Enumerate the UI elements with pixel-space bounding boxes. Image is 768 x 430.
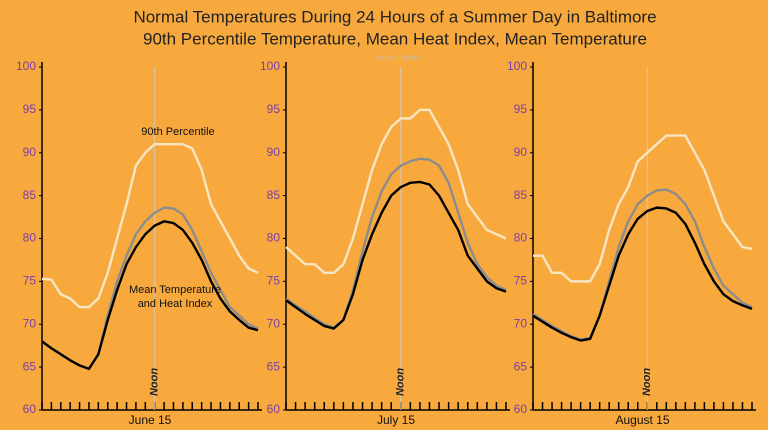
y-tick-label: 60 bbox=[514, 402, 528, 416]
y-tick-label: 100 bbox=[16, 59, 36, 73]
noon-label: Noon bbox=[395, 368, 407, 396]
y-tick-label: 75 bbox=[514, 274, 528, 288]
y-tick-label: 65 bbox=[514, 359, 528, 373]
chart-title: Normal Temperatures During 24 Hours of a… bbox=[133, 7, 656, 26]
y-tick-label: 85 bbox=[514, 188, 528, 202]
y-tick-label: 90 bbox=[267, 145, 281, 159]
y-tick-label: 80 bbox=[267, 231, 281, 245]
y-tick-label: 75 bbox=[23, 274, 37, 288]
y-tick-label: 60 bbox=[267, 402, 281, 416]
annotation: and Heat Index bbox=[138, 298, 213, 310]
y-tick-label: 80 bbox=[514, 231, 528, 245]
annotation: Mean Temperature bbox=[129, 284, 221, 296]
y-tick-label: 85 bbox=[267, 188, 281, 202]
series-line bbox=[41, 220, 259, 371]
y-tick-label: 65 bbox=[267, 359, 281, 373]
series-line bbox=[285, 157, 507, 329]
y-tick-label: 65 bbox=[23, 359, 37, 373]
noon-label: Noon bbox=[641, 368, 653, 396]
x-axis-label: June 15 bbox=[129, 413, 172, 427]
series-line bbox=[533, 134, 753, 283]
series-line bbox=[532, 206, 753, 342]
y-tick-label: 95 bbox=[514, 102, 528, 116]
x-axis-label: August 15 bbox=[615, 413, 669, 427]
source: source: NOAA bbox=[376, 55, 421, 62]
y-tick-label: 90 bbox=[23, 145, 37, 159]
y-tick-label: 85 bbox=[23, 188, 37, 202]
y-tick-label: 75 bbox=[267, 274, 281, 288]
series-line bbox=[285, 108, 507, 274]
y-tick-label: 95 bbox=[23, 102, 37, 116]
y-tick-label: 70 bbox=[514, 316, 528, 330]
annotation: 90th Percentile bbox=[141, 126, 214, 138]
series-line bbox=[41, 142, 259, 309]
y-tick-label: 100 bbox=[507, 59, 527, 73]
noon-label: Noon bbox=[149, 368, 161, 396]
y-tick-label: 70 bbox=[23, 316, 37, 330]
series-line bbox=[285, 180, 507, 330]
y-tick-label: 100 bbox=[260, 59, 280, 73]
y-tick-label: 60 bbox=[23, 402, 37, 416]
x-axis-label: July 15 bbox=[377, 413, 415, 427]
y-tick-label: 80 bbox=[23, 231, 37, 245]
y-tick-label: 70 bbox=[267, 316, 281, 330]
chart-subtitle: 90th Percentile Temperature, Mean Heat I… bbox=[143, 29, 647, 48]
y-tick-label: 95 bbox=[267, 102, 281, 116]
y-tick-label: 90 bbox=[514, 145, 528, 159]
